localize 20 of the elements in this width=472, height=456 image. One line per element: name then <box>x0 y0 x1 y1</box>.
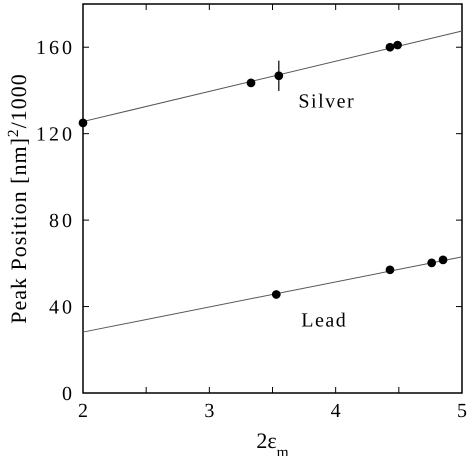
point <box>427 258 436 268</box>
point <box>274 71 284 80</box>
y-tick-label: 160 <box>36 37 75 60</box>
y-tick-label: 40 <box>49 296 75 319</box>
series-label: Silver <box>298 90 356 113</box>
point <box>386 42 394 52</box>
point <box>438 256 448 264</box>
point <box>393 40 402 50</box>
y-tick-label: 120 <box>36 124 75 146</box>
x-tick-label: 2 <box>78 400 88 422</box>
x-tick-label: 5 <box>457 400 467 422</box>
point <box>246 78 256 88</box>
point <box>272 290 281 299</box>
series-label: Lead <box>301 309 348 332</box>
point <box>386 265 394 274</box>
point <box>78 118 88 128</box>
x-tick-label: 4 <box>330 400 341 422</box>
x-tick-label: 3 <box>204 400 214 422</box>
y-tick-label: 80 <box>49 210 75 232</box>
y-tick-label: 0 <box>62 383 75 405</box>
